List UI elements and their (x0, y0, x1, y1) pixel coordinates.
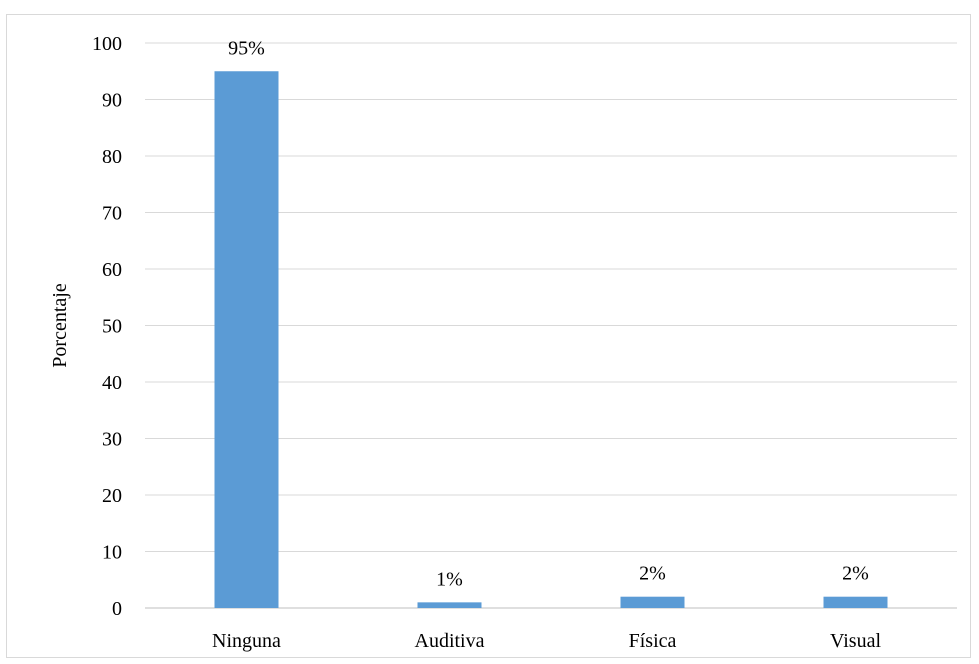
data-label: 95% (228, 37, 265, 59)
y-axis-title: Porcentaje (49, 283, 71, 368)
data-label: 1% (436, 568, 463, 590)
y-tick-label: 40 (102, 372, 122, 394)
bars (214, 71, 888, 608)
y-tick-labels: 0 10 20 30 40 50 60 70 80 90 100 (92, 33, 122, 620)
x-category-label: Ninguna (212, 630, 281, 652)
y-tick-label: 0 (112, 598, 122, 620)
y-tick-label: 30 (102, 429, 122, 451)
y-tick-label: 100 (92, 33, 122, 55)
y-tick-label: 20 (102, 485, 122, 507)
chart-frame (6, 14, 971, 658)
y-tick-label: 90 (102, 90, 122, 112)
x-category-labels: Ninguna Auditiva Física Visual (212, 630, 881, 652)
bar-visual (823, 596, 888, 608)
bar-ninguna (214, 71, 279, 608)
x-category-label: Auditiva (415, 630, 485, 652)
x-category-label: Física (629, 630, 677, 652)
y-tick-label: 10 (102, 542, 122, 564)
y-tick-label: 60 (102, 259, 122, 281)
gridlines (145, 42, 957, 609)
data-labels: 95% 1% 2% 2% (228, 37, 869, 590)
data-label: 2% (842, 563, 869, 585)
data-label: 2% (639, 563, 666, 585)
bar-fisica (620, 596, 685, 608)
y-tick-label: 50 (102, 316, 122, 338)
y-tick-label: 70 (102, 203, 122, 225)
x-category-label: Visual (830, 630, 881, 652)
bar-auditiva (417, 602, 482, 608)
y-tick-label: 80 (102, 146, 122, 168)
